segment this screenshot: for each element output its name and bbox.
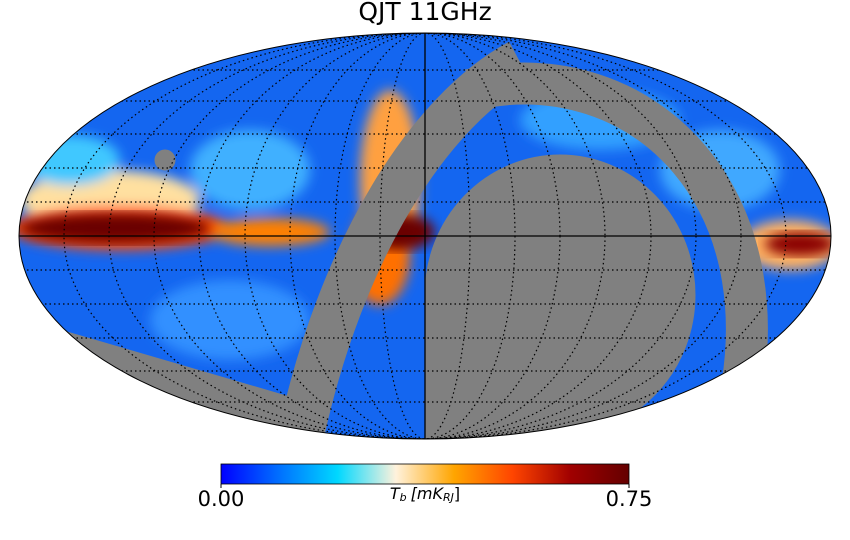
map-border [18,32,832,440]
colorbar-tick-label: 0.00 [198,487,245,511]
title: QJT 11GHz [358,0,491,26]
mask [59,41,768,439]
label-close: ] [454,484,460,503]
colorbar-label: Tb [mKRJ] [390,484,460,505]
colorbar [220,463,630,485]
sky-map [19,33,831,439]
label-unit-sub: RJ [443,491,454,504]
label-unit: [mK [411,484,445,503]
label-symbol: T [390,484,401,503]
colorbar-tick-label: 0.75 [606,487,653,511]
label-sub: b [400,491,407,504]
